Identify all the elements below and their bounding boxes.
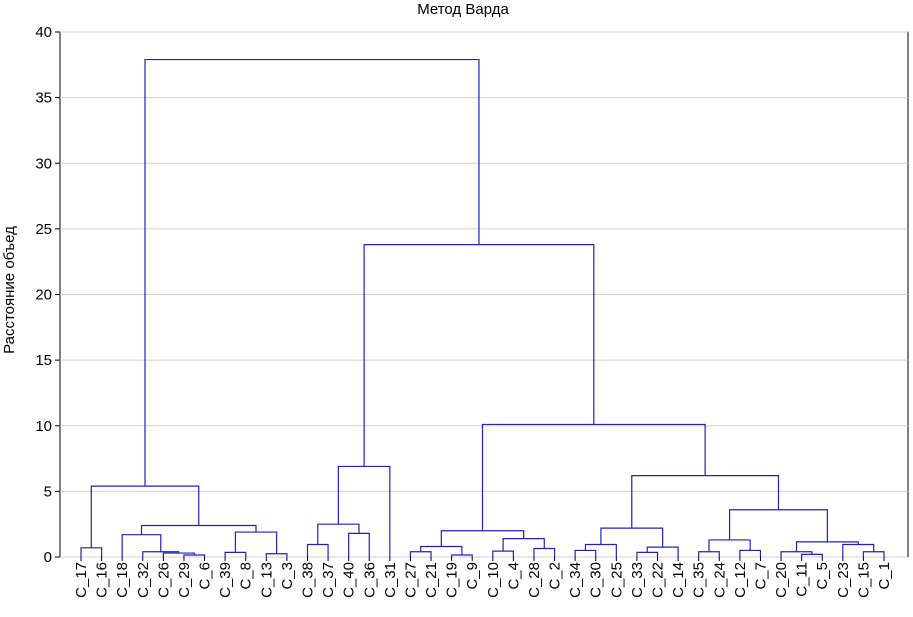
y-axis-label: Расстояние объед [1,226,18,354]
merge-link [234,531,278,554]
x-tick-label: C_6 [197,562,214,590]
merge-link [306,543,329,557]
x-tick-label: C_10 [485,562,502,598]
x-tick-label: C_15 [855,562,872,598]
x-tick-label: C_37 [320,562,337,598]
x-tick-label: C_31 [382,562,399,598]
x-tick-label: C_24 [711,562,728,598]
merge-link [90,485,200,548]
y-tick-label: 5 [44,483,52,500]
x-tick-label: C_39 [217,562,234,598]
merge-link [636,551,659,557]
merge-link [481,423,706,531]
merge-link [574,549,597,557]
x-tick-label: C_4 [505,562,522,590]
x-tick-label: C_2 [547,562,564,590]
y-tick-label: 0 [44,549,52,566]
merge-link [492,550,514,557]
merge-link [224,551,247,557]
x-tick-label: C_40 [341,562,358,598]
x-tick-label: C_29 [176,562,193,598]
x-tick-label: C_34 [567,562,584,598]
chart-title: Метод Варда [417,1,509,18]
x-tick-label: C_26 [155,562,172,598]
merge-link [80,547,103,557]
x-tick-label: C_32 [135,562,152,598]
x-tick-label: C_16 [94,562,111,598]
merge-link [140,524,257,535]
merge-link [265,553,288,557]
merge-link [337,465,391,557]
x-tick-label: C_1 [876,562,893,590]
x-tick-label: C_21 [423,562,440,598]
merge-link [631,475,780,529]
merge-link [862,551,885,557]
merge-link [121,534,162,557]
x-tick-label: C_13 [258,562,275,598]
x-tick-label: C_33 [629,562,646,598]
x-tick-label: C_11 [794,562,811,597]
x-tick-label: C_28 [526,562,543,598]
y-tick-label: 10 [35,418,52,435]
merge-link [317,523,360,545]
x-tick-label: C_17 [73,562,90,598]
merge-link [348,532,370,557]
x-tick-label: C_8 [238,562,255,590]
merge-link [420,545,463,556]
merge-link [708,539,751,552]
y-tick-label: 25 [35,221,52,238]
y-tick-label: 15 [35,352,52,369]
merge-link [144,58,480,487]
merge-link [842,543,875,557]
x-tick-label: C_23 [835,562,852,598]
merge-link [795,541,859,552]
x-tick-label: C_19 [444,562,461,598]
x-tick-label: C_14 [670,562,687,598]
y-tick-label: 35 [35,90,52,107]
x-tick-label: C_12 [732,562,749,598]
x-tick-label: C_25 [608,562,625,598]
x-tick-label: C_3 [279,562,296,590]
y-tick-label: 20 [35,287,52,304]
x-tick-label: C_36 [361,562,378,598]
merge-link [363,244,595,467]
merge-link [728,509,828,542]
merge-link [698,551,720,557]
x-tick-label: C_38 [299,562,316,598]
merge-link [162,552,195,557]
x-tick-label: C_30 [588,562,605,598]
x-tick-label: C_18 [114,562,131,598]
merge-link [533,547,556,557]
merge-link [502,538,545,552]
x-tick-label: C_27 [402,562,419,598]
merge-link [409,551,432,557]
x-tick-label: C_22 [650,562,667,598]
x-tick-label: C_9 [464,562,481,590]
x-tick-label: C_7 [752,562,769,590]
y-tick-label: 40 [35,24,52,41]
x-tick-label: C_20 [773,562,790,598]
x-tick-label: C_5 [814,562,831,590]
x-tick-label: C_35 [691,562,708,598]
y-tick-label: 30 [35,155,52,172]
merge-link [739,549,762,557]
